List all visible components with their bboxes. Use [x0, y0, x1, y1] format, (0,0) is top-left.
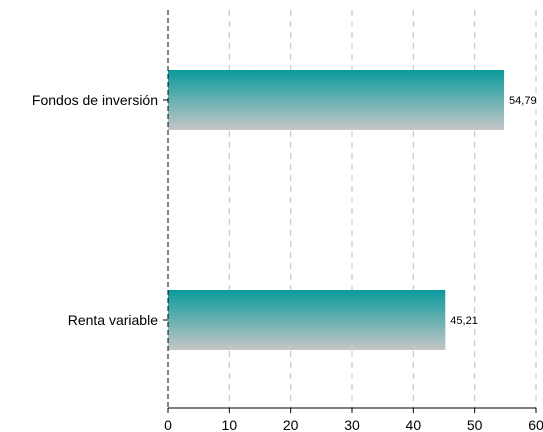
x-tick-label-30: 30	[344, 417, 360, 432]
x-tick-label-0: 0	[164, 417, 172, 432]
x-tick-label-60: 60	[528, 417, 543, 432]
category-label-1: Renta variable	[68, 312, 158, 328]
x-tick-label-50: 50	[467, 417, 483, 432]
category-label-0: Fondos de inversión	[32, 92, 158, 108]
x-tick-label-10: 10	[222, 417, 238, 432]
bar-1	[168, 290, 446, 350]
value-label-0: 54,79	[509, 95, 537, 107]
value-label-1: 45,21	[450, 315, 478, 327]
x-tick-label-20: 20	[283, 417, 299, 432]
x-tick-label-40: 40	[406, 417, 422, 432]
bar-0	[168, 70, 505, 130]
